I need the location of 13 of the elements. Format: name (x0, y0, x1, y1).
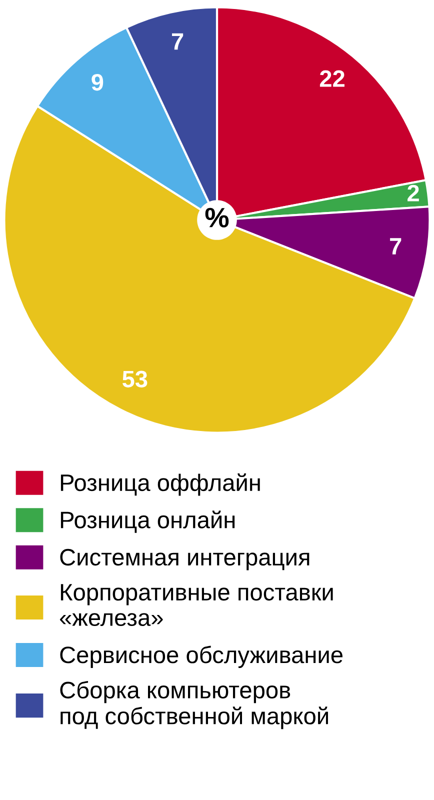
data-label: 53 (122, 370, 148, 388)
data-label: 7 (172, 33, 184, 50)
legend-label: Сервисное обслуживание (60, 646, 342, 668)
legend-label: Корпоративные поставки «железа» (60, 584, 333, 626)
data-label: 22 (320, 70, 344, 87)
text: % (205, 208, 229, 228)
legend-label: Системная интеграция (60, 548, 310, 570)
legend-label: Розница оффлайн (60, 473, 260, 496)
data-label: 2 (408, 184, 419, 202)
legend-label: Сборка компьютеров под собственной маркой (60, 680, 328, 730)
legend-label: Розница онлайн (60, 510, 235, 533)
data-label: 9 (92, 74, 104, 91)
data-label: 7 (390, 238, 402, 254)
